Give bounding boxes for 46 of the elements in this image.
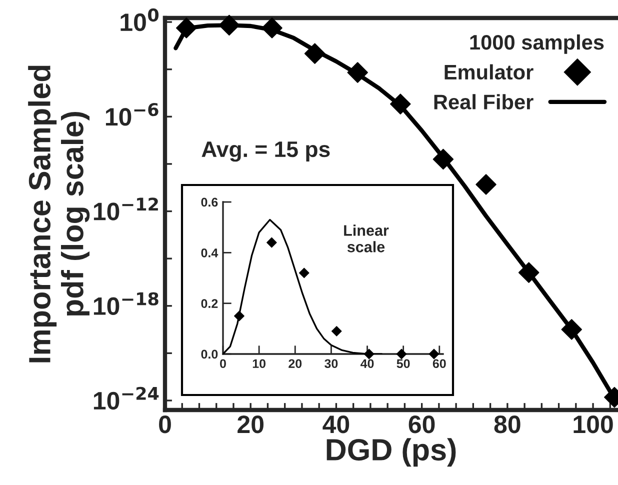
point bbox=[432, 148, 454, 170]
annotation: Linear scale bbox=[344, 224, 389, 252]
x-tick-label: 0 bbox=[220, 359, 226, 368]
x-tick-label: 10 bbox=[252, 359, 266, 368]
legend-label: Real Fiber bbox=[434, 94, 534, 110]
x-tick-label: 40 bbox=[360, 359, 374, 368]
x-tick-label: 80 bbox=[494, 416, 520, 434]
point bbox=[347, 62, 368, 83]
y-tick-label: 10$^{0}$ bbox=[120, 8, 159, 32]
point bbox=[518, 262, 540, 283]
point bbox=[331, 326, 342, 336]
legend-title: 1000 samples bbox=[470, 34, 604, 54]
point bbox=[476, 174, 496, 195]
y-tick-label: 10$^{−12}$ bbox=[94, 198, 158, 220]
point bbox=[262, 18, 282, 38]
x-tick-label: 50 bbox=[396, 359, 410, 368]
y-tick-label: 0.0 bbox=[201, 350, 218, 359]
point bbox=[298, 268, 310, 278]
y-tick-label: 10$^{−6}$ bbox=[106, 102, 158, 126]
point bbox=[561, 319, 582, 340]
annotation: Avg. = 15 ps bbox=[202, 142, 330, 162]
point bbox=[234, 310, 244, 322]
x-axis-title: DGD (ps) bbox=[326, 438, 456, 467]
x-tick-label: 30 bbox=[324, 359, 338, 368]
point bbox=[390, 94, 411, 114]
point bbox=[364, 348, 374, 360]
point bbox=[304, 43, 326, 64]
point bbox=[428, 348, 440, 360]
x-tick-label: 100 bbox=[574, 416, 613, 434]
x-tick-label: 0 bbox=[159, 416, 171, 434]
point bbox=[218, 14, 240, 36]
x-tick-label: 60 bbox=[408, 416, 435, 434]
y-tick-label: 10$^{−18}$ bbox=[94, 292, 158, 315]
y-tick-label: 10$^{−24}$ bbox=[94, 386, 159, 410]
point bbox=[176, 18, 197, 38]
x-tick-label: 20 bbox=[238, 416, 264, 434]
y-axis-title: Importance Sampled pdf (log scale) bbox=[28, 66, 90, 362]
x-tick-label: 40 bbox=[322, 416, 350, 434]
point bbox=[266, 237, 277, 248]
y-tick-label: 0.4 bbox=[201, 248, 218, 258]
point bbox=[396, 348, 407, 360]
x-tick-label: 20 bbox=[288, 359, 302, 368]
y-tick-label: 0.6 bbox=[201, 198, 218, 207]
y-tick-label: 0.2 bbox=[201, 299, 218, 308]
legend-label: Emulator bbox=[444, 64, 534, 80]
x-tick-label: 60 bbox=[432, 359, 446, 368]
